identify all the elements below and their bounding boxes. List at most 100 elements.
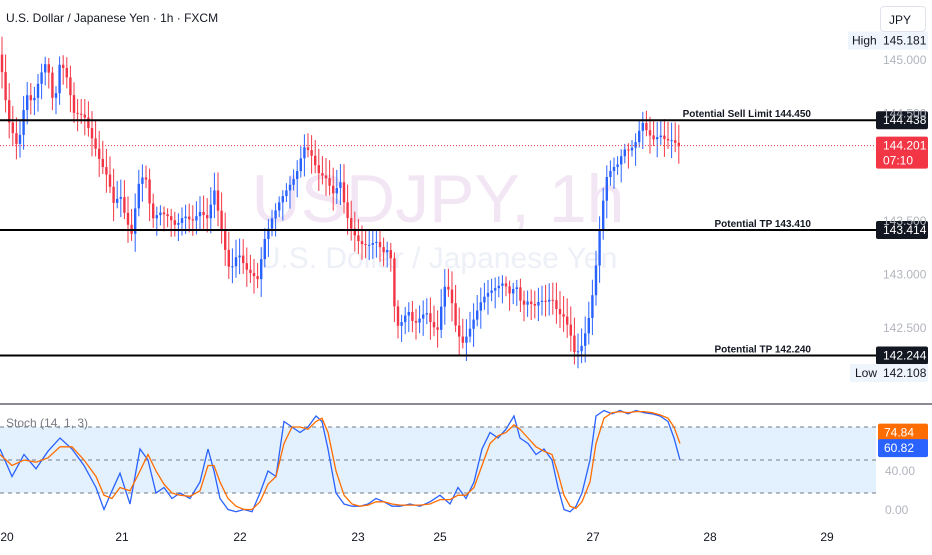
candle-body [180, 218, 184, 223]
price-tick-label: 143.500 [883, 214, 927, 228]
candle-body [515, 287, 518, 290]
candle-body [4, 72, 7, 101]
candle-body [479, 302, 482, 311]
stoch-d-value: 60.82 [884, 441, 914, 455]
candle-body [454, 303, 457, 326]
candle-body [288, 184, 292, 191]
candle-body [504, 283, 508, 287]
candle-body [33, 97, 36, 101]
candle-body [580, 345, 583, 352]
candle-body [173, 220, 176, 225]
candle-body [440, 306, 443, 330]
high-label-bg [848, 31, 878, 50]
candle-body [450, 289, 454, 304]
candle-body [98, 148, 101, 159]
candle-body [116, 198, 119, 203]
candle-body [371, 243, 374, 245]
low-value: 142.108 [883, 366, 927, 380]
time-axis[interactable]: 20 21 22 23 25 27 28 29 [0, 530, 834, 544]
stoch-pane [0, 409, 876, 513]
candle-body [400, 322, 403, 326]
stoch-d-line [0, 410, 681, 511]
candle-body [555, 300, 558, 310]
low-label: Low [855, 366, 877, 380]
candle-body [188, 216, 191, 220]
candle-body [227, 249, 230, 267]
svg-text:142.244: 142.244 [883, 348, 927, 362]
time-tick-label: 20 [0, 530, 14, 544]
candle-body [634, 142, 637, 148]
candle-body [591, 295, 594, 318]
candle-body [177, 222, 180, 225]
candle-body [648, 130, 652, 136]
candle-body [486, 292, 490, 297]
candle-body [213, 190, 216, 205]
price-tick-label: 145.000 [883, 53, 927, 67]
time-tick-label: 27 [586, 530, 600, 544]
watermark-symbol: USDJPY, 1h [252, 161, 625, 237]
candle-body [324, 175, 328, 179]
candle-body [472, 319, 475, 329]
stoch-title: Stoch (14, 1, 3) [6, 416, 88, 430]
candle-body [627, 149, 630, 151]
candle-body [0, 54, 4, 73]
candle-body [519, 287, 522, 301]
candle-body [353, 228, 356, 236]
level-price-tag: 143.414 [876, 221, 928, 240]
stoch-tick-label: 0.00 [885, 503, 909, 517]
candle-body [224, 230, 227, 250]
price-axis[interactable]: 145.000 144.500 143.500 143.000 142.500 High 1… [848, 31, 928, 517]
candle-body [458, 325, 461, 337]
candle-body [396, 306, 400, 326]
candle-body [44, 64, 47, 73]
level-label[interactable]: Potential Sell Limit 144.450 [683, 109, 812, 120]
symbol-title[interactable]: U.S. Dollar / Japanese Yen · 1h · FXCM [6, 11, 219, 25]
candle-body [76, 112, 79, 114]
time-tick-label: 21 [115, 530, 129, 544]
candle-body [357, 235, 360, 242]
candle-body [674, 140, 677, 143]
candle-body [134, 208, 137, 234]
candle-body [285, 190, 288, 197]
candle-body [126, 212, 130, 225]
currency-button[interactable]: JPY [880, 6, 926, 32]
candle-body [411, 312, 414, 321]
candle-body [335, 188, 338, 194]
candle-body [202, 211, 205, 216]
candle-body [314, 155, 317, 166]
candle-body [22, 110, 25, 135]
candle-body [234, 257, 238, 267]
svg-text:143.414: 143.414 [883, 223, 927, 237]
candle-body [429, 313, 432, 323]
candle-body [537, 301, 540, 306]
candle-body [256, 276, 259, 280]
watermark-name: U.S. Dollar / Japanese Yen [259, 242, 618, 275]
candle-body [170, 216, 173, 221]
candle-body [15, 133, 18, 144]
candle-body [497, 285, 500, 289]
candle-body [620, 156, 623, 165]
candle-body [87, 117, 90, 129]
candle-body [346, 202, 349, 219]
candle-body [670, 140, 673, 142]
candle-body [443, 286, 446, 307]
candle-body [296, 171, 299, 180]
candle-body [8, 100, 11, 123]
candle-body [321, 173, 324, 176]
high-label: High [852, 34, 877, 48]
svg-text:144.438: 144.438 [883, 113, 927, 127]
candle-body [72, 95, 76, 113]
level-label[interactable]: Potential TP 142.240 [714, 344, 811, 355]
levels-layer: Potential Sell Limit 144.450 144.438 Poten… [0, 109, 928, 365]
candle-body [184, 216, 187, 219]
candle-body [364, 244, 367, 246]
candle-body [36, 83, 40, 98]
candle-body [490, 290, 493, 293]
candle-body [209, 204, 212, 219]
candle-body [83, 114, 86, 118]
candle-body [166, 214, 169, 217]
candle-body [249, 269, 252, 273]
stoch-d-tag [878, 439, 928, 458]
level-label[interactable]: Potential TP 143.410 [714, 219, 811, 230]
